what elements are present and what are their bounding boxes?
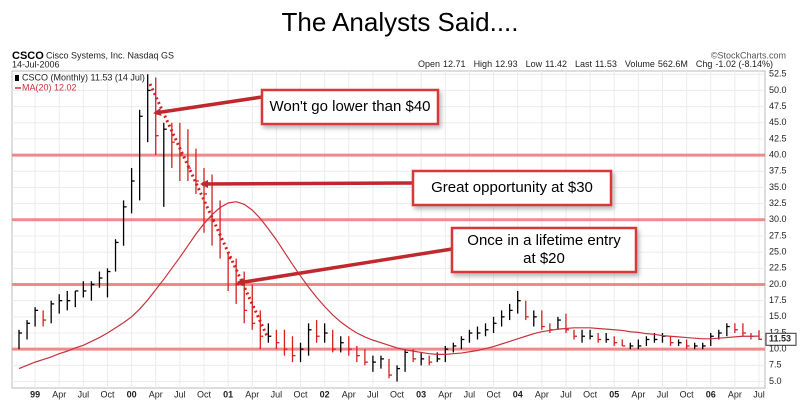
stat-value: 12.71 bbox=[443, 59, 466, 69]
legend-entry: CSCO (Monthly) 11.53 (14 Jul) bbox=[22, 72, 145, 82]
x-tick-label: Oct bbox=[390, 389, 405, 399]
company: Cisco Systems, Inc. Nasdaq GS bbox=[46, 50, 174, 60]
y-tick-label: 20.0 bbox=[769, 279, 787, 289]
x-tick-label: 99 bbox=[30, 389, 40, 399]
x-tick-label: Apr bbox=[342, 389, 356, 399]
x-tick-label: Apr bbox=[535, 389, 549, 399]
stat-label: High bbox=[474, 59, 493, 69]
x-tick-label: Apr bbox=[728, 389, 742, 399]
y-tick-label: 22.5 bbox=[769, 263, 787, 273]
x-tick-label: 04 bbox=[513, 389, 523, 399]
symbol: CSCO bbox=[12, 50, 44, 62]
x-tick-label: Apr bbox=[149, 389, 163, 399]
x-tick-label: 03 bbox=[416, 389, 426, 399]
y-tick-label: 12.5 bbox=[769, 327, 787, 337]
plot-frame bbox=[11, 70, 766, 389]
stat-value: 11.42 bbox=[545, 59, 567, 69]
ma-line bbox=[18, 201, 760, 370]
x-tick-label: Jul bbox=[560, 389, 572, 399]
x-tick-label: Apr bbox=[438, 389, 452, 399]
y-tick-label: 50.0 bbox=[769, 85, 787, 95]
x-tick-label: Oct bbox=[487, 389, 502, 399]
y-tick-label: 47.5 bbox=[769, 101, 787, 111]
callout-text: at $20 bbox=[523, 250, 565, 267]
y-tick-label: 42.5 bbox=[769, 133, 787, 143]
date: 14-Jul-2006 bbox=[12, 59, 60, 69]
source: ©StockCharts.com bbox=[711, 50, 786, 60]
stats: Open 12.71 High 12.93 Low 11.42 Last 11.53 Volum… bbox=[418, 59, 773, 69]
stat-label: Volume bbox=[625, 59, 655, 69]
callout-text: Once in a lifetime entry bbox=[467, 232, 621, 249]
y-tick-label: 27.5 bbox=[769, 230, 787, 240]
y-tick-label: 15.0 bbox=[769, 311, 787, 321]
y-tick-label: 7.5 bbox=[769, 360, 782, 370]
stat-label: Last bbox=[575, 59, 593, 69]
callout-box bbox=[260, 88, 440, 126]
stat-label: Chg bbox=[696, 59, 713, 69]
callout-arrow bbox=[236, 247, 453, 287]
x-tick-label: Jul bbox=[657, 389, 669, 399]
callout-arrow bbox=[200, 179, 414, 188]
callout-box bbox=[450, 226, 638, 274]
x-tick-label: Oct bbox=[583, 389, 598, 399]
x-tick-label: Jul bbox=[753, 389, 765, 399]
y-tick-label: 40.0 bbox=[769, 149, 787, 159]
x-tick-label: Apr bbox=[631, 389, 645, 399]
last-price-tag bbox=[765, 332, 797, 346]
x-tick-label: 01 bbox=[223, 389, 233, 399]
callout-text: Won't go lower than $40 bbox=[269, 98, 430, 115]
trend-line bbox=[148, 83, 270, 339]
y-tick-label: 37.5 bbox=[769, 166, 787, 176]
x-tick-label: Oct bbox=[100, 389, 115, 399]
x-tick-label: Oct bbox=[294, 389, 309, 399]
y-tick-label: 45.0 bbox=[769, 117, 787, 127]
legend-swatch bbox=[15, 75, 19, 81]
x-tick-label: 02 bbox=[320, 389, 330, 399]
x-tick-label: Jul bbox=[78, 389, 90, 399]
y-tick-label: 35.0 bbox=[769, 182, 787, 192]
stat-value: 562.6M bbox=[658, 59, 688, 69]
y-tick-label: 10.0 bbox=[769, 344, 787, 354]
y-tick-label: 30.0 bbox=[769, 214, 787, 224]
callout-arrow bbox=[153, 95, 263, 117]
x-tick-label: Jul bbox=[271, 389, 283, 399]
x-tick-label: Jul bbox=[464, 389, 476, 399]
x-tick-label: 00 bbox=[127, 389, 137, 399]
y-tick-label: 5.0 bbox=[769, 376, 782, 386]
y-tick-label: 17.5 bbox=[769, 295, 787, 305]
y-tick-label: 52.5 bbox=[769, 69, 787, 79]
x-tick-label: 05 bbox=[609, 389, 619, 399]
x-tick-label: Apr bbox=[245, 389, 259, 399]
x-tick-label: 06 bbox=[706, 389, 716, 399]
x-tick-label: Apr bbox=[52, 389, 66, 399]
y-tick-label: 32.5 bbox=[769, 198, 787, 208]
x-tick-label: Jul bbox=[174, 389, 186, 399]
callout-box bbox=[411, 169, 613, 207]
callout-text: Great opportunity at $30 bbox=[431, 179, 593, 196]
stat-label: Low bbox=[526, 59, 543, 69]
legend-entry: MA(20) 12.02 bbox=[22, 82, 77, 92]
last-price-label: 11.53 bbox=[769, 334, 791, 344]
chart-title: The Analysts Said.... bbox=[281, 7, 518, 37]
x-tick-label: Oct bbox=[680, 389, 695, 399]
stat-label: Open bbox=[418, 59, 440, 69]
stat-value: -1.02 (-8.14%) bbox=[715, 59, 773, 69]
annotations: Won't go lower than $40 Great opportunity… bbox=[153, 88, 638, 287]
plot bbox=[12, 71, 765, 388]
y-tick-label: 25.0 bbox=[769, 247, 787, 257]
x-tick-label: Jul bbox=[367, 389, 379, 399]
x-tick-label: Oct bbox=[197, 389, 212, 399]
stat-value: 11.53 bbox=[595, 59, 617, 69]
stat-value: 12.93 bbox=[495, 59, 518, 69]
